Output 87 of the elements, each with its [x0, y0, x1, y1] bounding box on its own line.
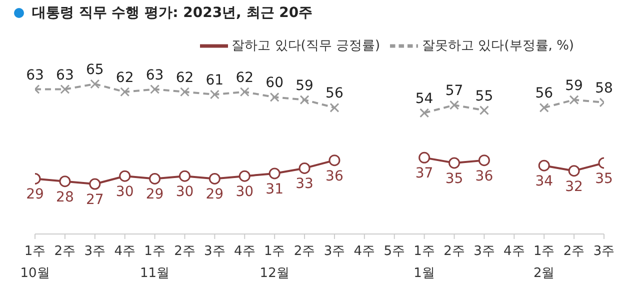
data-label: 57 [445, 83, 464, 100]
data-label: 56 [535, 86, 554, 102]
point [268, 168, 280, 180]
x-tick-label: 1주 1월 [414, 244, 435, 281]
data-label: 56 [326, 86, 344, 102]
point [300, 95, 310, 105]
point [298, 162, 310, 174]
data-label: 36 [326, 168, 344, 184]
x-tick-label: 2주 [54, 244, 76, 259]
data-label: 30 [236, 184, 254, 200]
data-label: 62 [236, 70, 254, 86]
point [420, 108, 430, 118]
point [150, 84, 160, 94]
point [90, 79, 100, 89]
data-label: 61 [206, 72, 224, 89]
data-label: 34 [535, 174, 554, 190]
x-tick-label: 3주 [84, 244, 106, 259]
data-label: 55 [475, 88, 494, 104]
x-tick-label: 4주 [114, 244, 136, 259]
data-label: 28 [56, 189, 74, 206]
legend-label: 잘못하고 있다(부정률, %) [422, 38, 574, 54]
data-label: 29 [26, 186, 44, 203]
data-label: 31 [266, 181, 284, 198]
point [568, 165, 580, 177]
point [270, 92, 280, 102]
point [149, 172, 161, 184]
point [238, 170, 250, 182]
data-label: 27 [86, 192, 104, 208]
data-label: 32 [565, 178, 583, 195]
x-tick-label: 3주 [474, 244, 495, 259]
point [538, 160, 550, 172]
x-tick-label: 3주 [324, 244, 346, 259]
point [119, 170, 131, 182]
point [178, 170, 190, 182]
x-tick-label: 3주 [204, 244, 226, 259]
data-label: 33 [296, 176, 314, 192]
chart-title: 대통령 직무 수행 평가: 2023년, 최근 20주 [32, 4, 313, 22]
data-label: 60 [266, 75, 284, 92]
x-tick-label: 1주 12월 [260, 244, 290, 281]
data-label: 54 [415, 90, 434, 107]
point [89, 178, 101, 190]
x-tick-label: 2주 [174, 244, 196, 259]
data-label: 62 [176, 70, 194, 86]
x-tick-label: 4주 [234, 244, 256, 259]
data-label: 65 [86, 62, 104, 78]
point [479, 106, 489, 116]
point [418, 152, 430, 164]
point [208, 172, 220, 184]
x-tick-label: 1주 2월 [533, 244, 555, 281]
x-tick-label: 2주 [563, 244, 585, 259]
point [478, 154, 490, 166]
data-label: 35 [595, 170, 613, 187]
point [240, 87, 250, 97]
x-tick-label: 3주 [593, 244, 615, 259]
data-label: 58 [595, 80, 613, 96]
data-label: 37 [415, 166, 434, 182]
data-label: 30 [116, 184, 134, 200]
point [539, 102, 549, 112]
x-tick-label: 5주 [384, 244, 406, 259]
point [210, 90, 220, 100]
point [569, 95, 579, 105]
x-tick-label: 4주 [354, 244, 376, 259]
point [328, 154, 340, 166]
data-label: 59 [565, 78, 583, 94]
x-tick-label: 2주 [444, 244, 465, 259]
point [180, 87, 190, 97]
x-tick-label: 2주 [294, 244, 316, 259]
x-tick-label: 1주 10월 [20, 244, 50, 281]
point [448, 157, 460, 169]
point [60, 84, 70, 94]
data-label: 63 [56, 67, 74, 84]
data-label: 29 [146, 186, 164, 203]
x-tick-label: 1주 11월 [140, 244, 170, 281]
data-label: 29 [206, 186, 224, 203]
point [450, 100, 460, 110]
data-label: 63 [146, 67, 164, 84]
data-label: 36 [475, 168, 494, 184]
x-tick-label: 4주 [504, 244, 525, 259]
point [120, 87, 130, 97]
data-label: 59 [296, 78, 314, 94]
data-label: 35 [445, 170, 464, 187]
point [330, 102, 340, 112]
data-label: 30 [176, 184, 194, 200]
data-label: 62 [116, 70, 134, 86]
legend-label: 잘하고 있다(직무 긍정률) [232, 38, 380, 54]
data-label: 63 [26, 67, 44, 84]
point [59, 176, 71, 188]
